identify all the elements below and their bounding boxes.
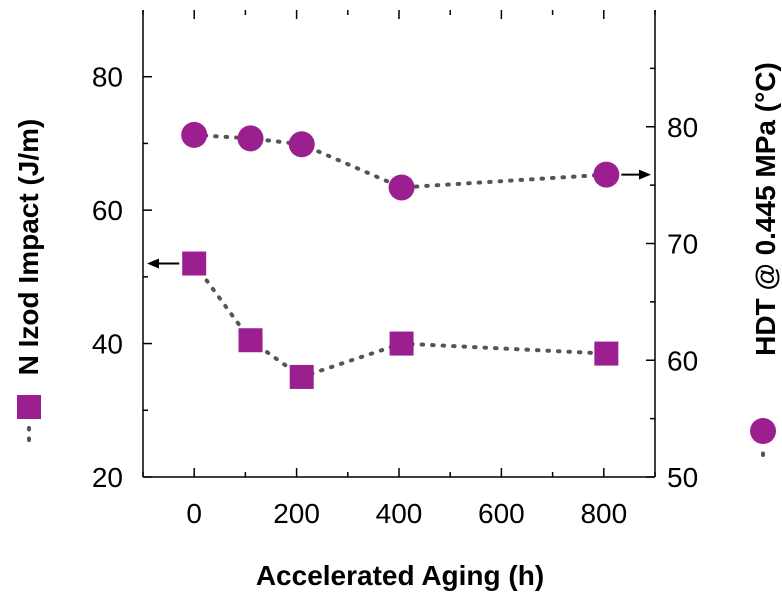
hdt-marker (288, 131, 315, 158)
left-legend-square (17, 395, 41, 419)
left-y-tick-label: 80 (92, 62, 123, 93)
axis-arrows (147, 169, 651, 269)
x-tick-label: 0 (186, 498, 202, 529)
left-y-tick-label: 40 (92, 329, 123, 360)
x-tick-label: 800 (580, 498, 627, 529)
left-y-tick-label: 20 (92, 462, 123, 493)
axes (142, 10, 656, 478)
x-tick-label: 600 (478, 498, 525, 529)
izod-impact-marker (182, 251, 207, 276)
hdt-marker (388, 174, 415, 201)
right-y-tick-label: 60 (667, 345, 698, 376)
left-y-axis-title: N Izod Impact (J/m) (13, 119, 44, 376)
izod-impact-marker (594, 341, 619, 366)
right-legend-circle (750, 418, 776, 444)
right-y-tick-label: 70 (667, 229, 698, 260)
legend-keys (17, 395, 776, 457)
izod-impact-marker (389, 331, 414, 356)
hdt-marker (237, 125, 264, 152)
izod-impact-marker (289, 364, 314, 389)
izod-impact-line (192, 261, 609, 380)
left-y-tick-label: 60 (92, 195, 123, 226)
x-tick-label: 400 (376, 498, 423, 529)
hdt-marker (181, 121, 208, 148)
right-y-axis-title: HDT @ 0.445 MPa (°C) (750, 62, 781, 356)
x-axis-title: Accelerated Aging (h) (256, 560, 544, 591)
right-axis-arrowhead (639, 169, 651, 180)
ticks: 0 200 400 600 800 20 40 60 80 50 60 70 80 (92, 10, 698, 529)
right-y-tick-label: 80 (667, 112, 698, 143)
left-axis-arrowhead (147, 258, 159, 269)
izod-impact-marker (238, 328, 263, 353)
x-tick-label: 200 (273, 498, 320, 529)
right-y-tick-label: 50 (667, 462, 698, 493)
hdt-marker (593, 161, 620, 188)
data-markers (181, 121, 620, 389)
